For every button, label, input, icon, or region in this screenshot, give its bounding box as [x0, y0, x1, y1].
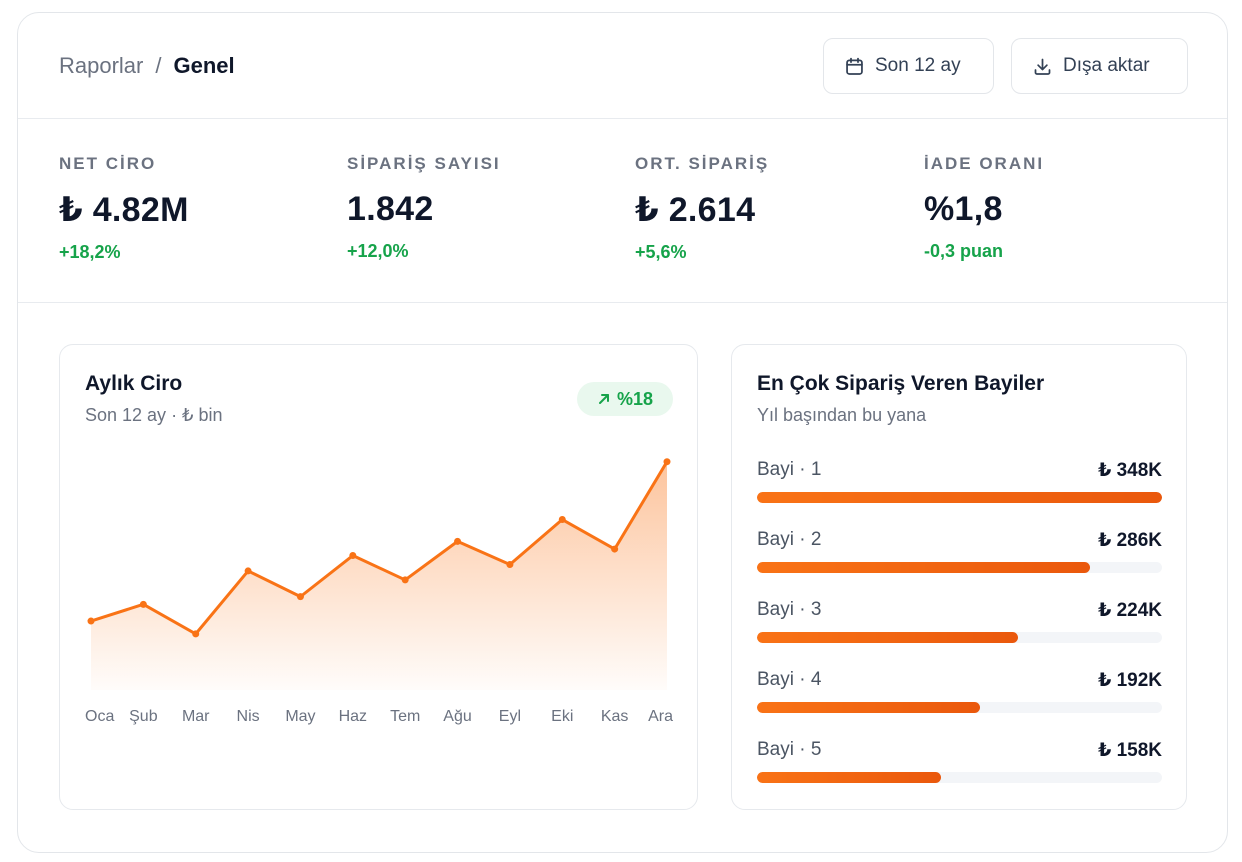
report-panel: Raporlar / Genel Son 12 ay Dışa aktar NE [17, 12, 1228, 853]
x-tick-label: Kas [601, 708, 629, 725]
x-tick-label: Nis [237, 708, 260, 725]
dealer-bar-track [757, 632, 1162, 643]
dealer-name: Bayi · 4 [757, 669, 822, 690]
card-subtitle: Son 12 ay · ₺ bin [85, 405, 223, 425]
dealer-name: Bayi · 1 [757, 459, 822, 480]
dealer-value: ₺ 348K [1098, 459, 1162, 481]
x-tick-label: Eyl [499, 708, 521, 725]
dealer-row: Bayi · 4 ₺ 192K [757, 668, 1162, 713]
card-title: Aylık Ciro [85, 372, 183, 395]
card-subtitle: Yıl başından bu yana [757, 405, 927, 425]
kpi-order-count: SİPARİŞ SAYISI 1.842 +12,0% [347, 154, 501, 262]
data-point-Tem[interactable] [401, 576, 409, 584]
kpi-value: %1,8 [924, 190, 1003, 228]
data-point-Ağu[interactable] [454, 537, 462, 545]
kpi-label: SİPARİŞ SAYISI [347, 154, 501, 173]
kpi-delta: +5,6% [635, 242, 687, 262]
export-label: Dışa aktar [1063, 55, 1150, 76]
dealer-bar-fill [757, 772, 941, 783]
date-range-label: Son 12 ay [875, 55, 961, 76]
header: Raporlar / Genel Son 12 ay Dışa aktar [18, 13, 1227, 119]
kpi-net-revenue: NET CİRO ₺ 4.82M +18,2% [59, 154, 189, 263]
data-point-Oca[interactable] [87, 617, 95, 625]
card-title: En Çok Sipariş Veren Bayiler [757, 372, 1045, 395]
kpi-row: NET CİRO ₺ 4.82M +18,2% SİPARİŞ SAYISI 1… [18, 120, 1227, 303]
x-tick-label: Eki [551, 708, 573, 725]
dealer-bar-fill [757, 492, 1162, 503]
x-tick-label: Oca [85, 708, 114, 725]
dealer-name: Bayi · 3 [757, 599, 822, 620]
dealer-name: Bayi · 2 [757, 529, 822, 550]
kpi-label: NET CİRO [59, 154, 157, 173]
data-point-Kas[interactable] [611, 545, 619, 553]
revenue-series-line [89, 460, 669, 636]
x-tick-label: Haz [339, 708, 367, 725]
dealer-name: Bayi · 5 [757, 739, 822, 760]
calendar-icon [846, 57, 863, 75]
data-point-Ara[interactable] [663, 458, 671, 466]
x-tick-label: Tem [390, 708, 420, 725]
dealer-bar-track [757, 772, 1162, 783]
kpi-label: ORT. SİPARİŞ [635, 154, 770, 173]
dealer-bar-fill [757, 562, 1090, 573]
breadcrumb: Raporlar / Genel [59, 53, 235, 79]
dealer-row: Bayi · 1 ₺ 348K [757, 458, 1162, 503]
kpi-delta: +12,0% [347, 241, 409, 261]
data-point-Eki[interactable] [558, 516, 566, 524]
download-icon [1034, 58, 1051, 75]
breadcrumb-parent-link[interactable]: Raporlar [59, 53, 144, 78]
date-range-button[interactable]: Son 12 ay [823, 38, 994, 94]
x-tick-label: Mar [182, 708, 210, 725]
data-point-Haz[interactable] [349, 552, 357, 560]
data-point-Şub[interactable] [139, 600, 147, 608]
dealer-bar-track [757, 492, 1162, 503]
dealer-bar-track [757, 562, 1162, 573]
kpi-return-rate: İADE ORANI %1,8 -0,3 puan [924, 154, 1044, 262]
top-dealers-card: En Çok Sipariş Veren Bayiler Yıl başında… [731, 344, 1187, 810]
dealer-bar-track [757, 702, 1162, 713]
x-tick-label: Şub [129, 708, 158, 725]
data-point-Nis[interactable] [244, 567, 252, 575]
revenue-area-fill [91, 461, 667, 690]
kpi-avg-order: ORT. SİPARİŞ ₺ 2.614 +5,6% [635, 154, 769, 263]
breadcrumb-separator: / [155, 53, 162, 78]
export-button[interactable]: Dışa aktar [1011, 38, 1188, 94]
data-point-Eyl[interactable] [506, 561, 514, 569]
data-point-Mar[interactable] [192, 630, 200, 638]
kpi-delta: +18,2% [59, 242, 121, 262]
x-tick-label: May [285, 708, 315, 725]
kpi-delta: -0,3 puan [924, 241, 1004, 261]
arrow-up-right-icon [598, 394, 609, 404]
x-tick-label: Ağu [443, 708, 471, 725]
dealer-value: ₺ 286K [1098, 529, 1162, 551]
monthly-revenue-card: Aylık Ciro Son 12 ay · ₺ bin %18 Oca Şub M… [59, 344, 698, 810]
revenue-area-chart: Oca Şub Mar Nis May Haz Tem Ağu Eyl Eki Kas Ara [85, 458, 673, 725]
dealer-value: ₺ 192K [1098, 669, 1162, 691]
dealer-value: ₺ 224K [1098, 599, 1162, 621]
kpi-value: ₺ 2.614 [635, 191, 756, 229]
dealer-row: Bayi · 3 ₺ 224K [757, 598, 1162, 643]
dealer-value: ₺ 158K [1098, 739, 1162, 761]
data-point-May[interactable] [296, 593, 304, 601]
dealer-bar-fill [757, 702, 981, 713]
x-tick-label: Ara [648, 708, 673, 725]
dealer-bar-fill [757, 632, 1018, 643]
growth-badge: %18 [577, 382, 673, 416]
page-title: Genel [173, 53, 235, 78]
kpi-value: ₺ 4.82M [59, 191, 189, 229]
dealer-row: Bayi · 2 ₺ 286K [757, 528, 1162, 573]
dealer-row: Bayi · 5 ₺ 158K [757, 738, 1162, 783]
kpi-label: İADE ORANI [924, 154, 1045, 173]
growth-badge-label: %18 [616, 388, 654, 409]
kpi-value: 1.842 [347, 190, 434, 228]
